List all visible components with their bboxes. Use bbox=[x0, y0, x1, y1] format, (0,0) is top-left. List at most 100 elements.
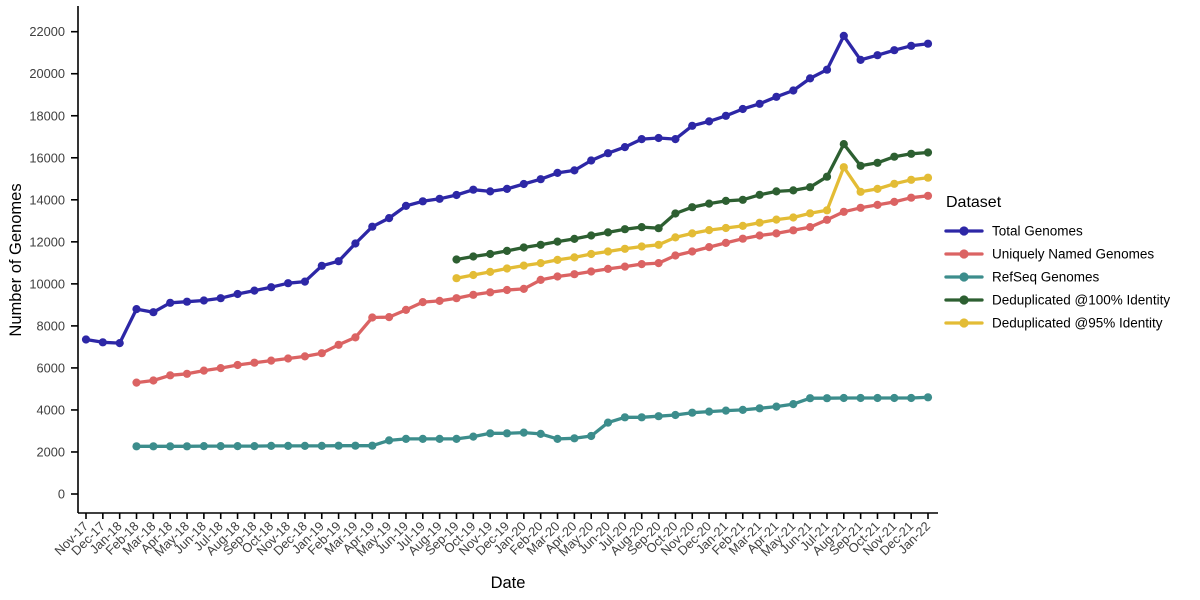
data-point bbox=[300, 441, 309, 450]
legend-item-label: Uniquely Named Genomes bbox=[992, 247, 1154, 262]
data-point bbox=[502, 429, 512, 438]
data-point bbox=[216, 442, 225, 451]
data-point bbox=[452, 190, 461, 200]
data-point bbox=[688, 247, 697, 256]
data-point bbox=[688, 203, 697, 212]
data-point bbox=[401, 305, 411, 314]
data-point bbox=[368, 222, 377, 231]
legend-item-deduplicated-100-identity: Deduplicated @100% Identity bbox=[944, 293, 1170, 308]
data-point bbox=[149, 308, 158, 317]
data-point bbox=[519, 428, 528, 437]
data-point bbox=[469, 270, 478, 280]
data-point bbox=[284, 354, 293, 363]
data-point bbox=[115, 339, 124, 348]
data-point bbox=[772, 402, 781, 411]
data-point bbox=[149, 376, 158, 385]
data-point bbox=[502, 184, 512, 193]
legend: Total Genomes Uniquely Named Genomes RefSe… bbox=[944, 224, 1170, 331]
data-point bbox=[469, 290, 478, 299]
series-points-deduplicated-100-identity bbox=[452, 140, 933, 264]
data-point bbox=[435, 434, 444, 443]
data-point bbox=[233, 442, 242, 451]
data-point bbox=[284, 441, 293, 450]
data-point bbox=[839, 393, 848, 403]
data-point bbox=[182, 297, 192, 306]
data-point bbox=[890, 393, 899, 403]
data-point bbox=[334, 340, 343, 349]
y-tick-label: 10000 bbox=[29, 276, 65, 291]
data-point bbox=[620, 262, 630, 271]
data-point bbox=[688, 229, 697, 238]
data-point bbox=[738, 221, 747, 230]
data-point bbox=[385, 214, 394, 223]
data-point bbox=[216, 364, 225, 373]
data-point bbox=[233, 360, 242, 370]
data-point bbox=[671, 209, 680, 218]
data-point bbox=[671, 135, 680, 144]
data-point bbox=[469, 185, 478, 194]
data-point bbox=[822, 172, 832, 181]
y-axis-title: Number of Genomes bbox=[7, 183, 25, 336]
data-point bbox=[822, 206, 832, 215]
data-point bbox=[351, 441, 360, 450]
y-tick-label: 22000 bbox=[29, 24, 65, 39]
data-point bbox=[654, 133, 663, 143]
data-point bbox=[806, 394, 815, 403]
data-point bbox=[705, 407, 714, 416]
data-point bbox=[755, 231, 764, 240]
data-point bbox=[721, 223, 731, 233]
legend-swatch-dot bbox=[959, 295, 969, 305]
data-point bbox=[671, 251, 680, 260]
data-point bbox=[772, 187, 781, 196]
legend-item-label: Deduplicated @100% Identity bbox=[992, 293, 1170, 308]
data-point bbox=[603, 247, 613, 256]
data-point bbox=[806, 209, 815, 218]
y-tick-label: 12000 bbox=[29, 234, 65, 249]
y-tick-label: 6000 bbox=[37, 360, 65, 375]
legend-item-label: Deduplicated @95% Identity bbox=[992, 316, 1163, 331]
data-point bbox=[772, 215, 781, 224]
data-point bbox=[435, 296, 444, 305]
series-points-uniquely-named-genomes bbox=[132, 191, 933, 387]
data-point bbox=[587, 249, 596, 259]
series-points-refseq-genomes bbox=[132, 393, 933, 451]
data-point bbox=[536, 175, 545, 184]
data-point bbox=[553, 434, 562, 443]
data-point bbox=[334, 257, 343, 266]
data-point bbox=[182, 369, 192, 378]
data-point bbox=[856, 203, 865, 212]
data-point bbox=[536, 240, 545, 249]
data-point bbox=[166, 442, 175, 451]
data-point bbox=[789, 86, 798, 95]
data-point bbox=[856, 393, 865, 403]
data-point bbox=[688, 121, 697, 130]
data-point bbox=[570, 434, 579, 443]
data-point bbox=[620, 244, 630, 253]
data-point bbox=[873, 393, 882, 403]
data-point bbox=[923, 191, 933, 200]
data-point bbox=[553, 168, 562, 177]
data-point bbox=[418, 197, 427, 206]
data-point bbox=[317, 441, 326, 450]
data-point bbox=[81, 335, 91, 344]
data-point bbox=[368, 313, 377, 322]
data-point bbox=[250, 442, 259, 451]
data-point bbox=[587, 431, 596, 441]
data-point bbox=[435, 194, 444, 203]
data-point bbox=[166, 371, 175, 380]
plot-area: 0 2000 4000 6000 8000 10000 12000 14000 16000 180… bbox=[29, 6, 938, 559]
legend-swatch-dot bbox=[959, 318, 969, 328]
y-tick-label: 16000 bbox=[29, 150, 65, 165]
data-point bbox=[486, 249, 495, 259]
data-point bbox=[873, 158, 882, 167]
data-point bbox=[738, 104, 747, 114]
data-point bbox=[486, 267, 495, 276]
y-tick-label: 0 bbox=[58, 487, 65, 502]
data-point bbox=[199, 442, 208, 451]
data-point bbox=[890, 152, 899, 161]
data-point bbox=[856, 187, 865, 196]
data-point bbox=[418, 434, 427, 443]
data-point bbox=[806, 223, 815, 232]
data-point bbox=[654, 412, 663, 421]
